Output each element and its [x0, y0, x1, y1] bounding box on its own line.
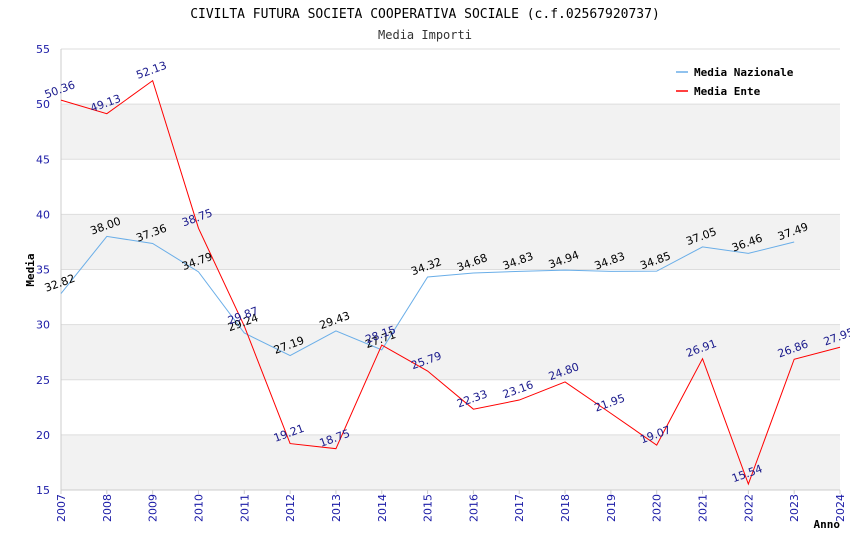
x-tick-label: 2019 [605, 494, 618, 522]
x-tick-label: 2021 [697, 494, 710, 522]
y-axis-label: Media [24, 253, 37, 286]
grid-band [61, 269, 840, 325]
grid-band [61, 434, 840, 490]
y-tick-label: 55 [36, 43, 50, 56]
x-tick-label: 2013 [330, 494, 343, 522]
grid-band [61, 104, 840, 160]
legend-label: Media Ente [694, 85, 761, 98]
x-tick-label: 2018 [559, 494, 572, 522]
grid-bands [61, 49, 840, 490]
legend: Media Nazionale Media Ente [670, 60, 809, 101]
x-tick-label: 2009 [147, 494, 160, 522]
x-tick-label: 2011 [238, 494, 251, 522]
y-tick-label: 45 [36, 153, 50, 166]
x-tick-label: 2016 [467, 494, 480, 522]
legend-box [670, 60, 809, 101]
grid-band [61, 379, 840, 435]
x-tick-label: 2007 [55, 494, 68, 522]
series-line-media-nazionale [60, 235, 795, 357]
grid-band [61, 159, 840, 215]
x-tick-label: 2023 [788, 494, 801, 522]
x-tick-label: 2024 [834, 494, 847, 522]
y-tick-label: 50 [36, 98, 50, 111]
y-tick-label: 20 [36, 429, 50, 442]
x-tick-label: 2020 [651, 494, 664, 522]
series-line-media-ente [60, 79, 841, 486]
grid-band [61, 324, 840, 380]
y-tick-label: 40 [36, 208, 50, 221]
series-lines [60, 79, 841, 486]
grid-band [61, 214, 840, 270]
x-tick-label: 2008 [101, 494, 114, 522]
x-tick-label: 2012 [284, 494, 297, 522]
x-tick-label: 2017 [513, 494, 526, 522]
x-tick-label: 2014 [376, 494, 389, 522]
y-tick-label: 15 [36, 484, 50, 497]
x-axis-label: Anno [814, 518, 841, 531]
y-tick-label: 30 [36, 319, 50, 332]
legend-label: Media Nazionale [694, 66, 794, 79]
chart-title: CIVILTA FUTURA SOCIETA COOPERATIVA SOCIA… [190, 7, 660, 22]
x-tick-label: 2015 [422, 494, 435, 522]
y-tick-label: 35 [36, 264, 50, 277]
x-tick-label: 2010 [192, 494, 205, 522]
axes: 15 20 25 30 35 40 45 50 55 2007 2008 2009 2010 2011 20… [36, 43, 847, 522]
y-tick-label: 25 [36, 374, 50, 387]
chart-subtitle: Media Importi [378, 28, 472, 42]
x-tick-label: 2022 [742, 494, 755, 522]
